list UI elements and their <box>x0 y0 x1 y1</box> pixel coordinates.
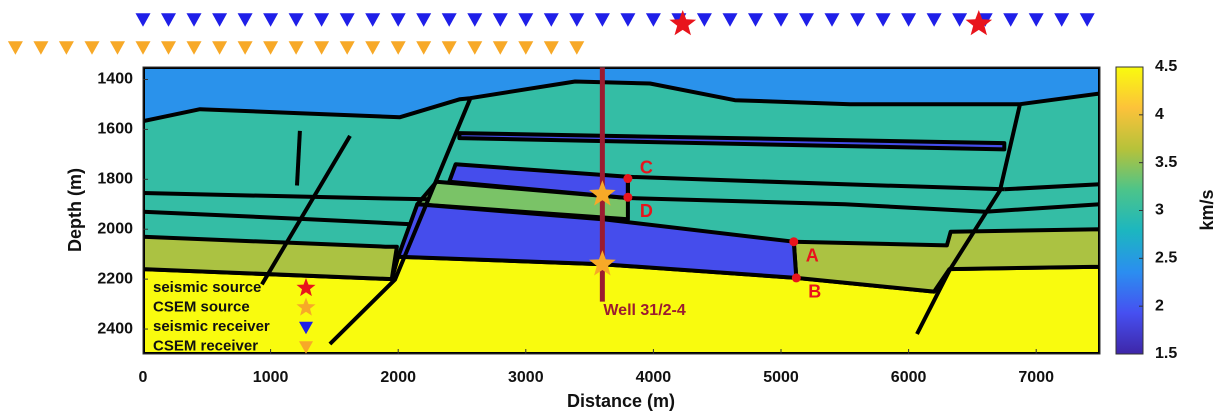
seismic-receiver <box>876 13 891 26</box>
seismic-receiver <box>289 13 304 26</box>
seismic-receiver <box>1080 13 1095 26</box>
seismic-receiver <box>340 13 355 26</box>
seismic-receiver <box>901 13 916 26</box>
seismic-receiver <box>799 13 814 26</box>
csem-receiver <box>8 41 23 55</box>
legend-label: CSEM receiver <box>153 337 258 354</box>
seismic-receiver <box>187 13 202 26</box>
seismic-receiver <box>1054 13 1069 26</box>
point-marker <box>792 273 801 282</box>
csem-receiver <box>442 41 457 55</box>
seismic-receiver <box>391 13 406 26</box>
seismic-receiver <box>442 13 457 26</box>
csem-receiver <box>238 41 253 55</box>
csem-receiver <box>136 41 151 55</box>
seismic-receiver <box>212 13 227 26</box>
legend-label: seismic receiver <box>153 318 270 335</box>
legend-label: CSEM source <box>153 298 250 315</box>
seismic-receiver <box>1029 13 1044 26</box>
seismic-receiver <box>595 13 610 26</box>
csem-receiver <box>314 41 329 55</box>
x-tick-label: 0 <box>139 369 148 386</box>
seismic-receiver <box>136 13 151 26</box>
csem-receiver <box>544 41 559 55</box>
x-axis-label: Distance (m) <box>567 391 675 411</box>
seismic-receiver <box>748 13 763 26</box>
colorbar-tick-label: 4.5 <box>1155 58 1177 75</box>
y-tick-label: 2200 <box>97 270 133 287</box>
seismic-receiver <box>569 13 584 26</box>
y-tick-label: 2400 <box>97 320 133 337</box>
seismic-receiver <box>927 13 942 26</box>
csem-receiver <box>187 41 202 55</box>
colorbar-tick-label: 2.5 <box>1155 250 1177 267</box>
seismic-receiver <box>774 13 789 26</box>
csem-receiver <box>391 41 406 55</box>
seismic-receiver <box>518 13 533 26</box>
colorbar-tick-label: 2 <box>1155 297 1164 314</box>
seismic-receiver <box>416 13 431 26</box>
csem-receiver <box>59 41 74 55</box>
seismic-receiver <box>263 13 278 26</box>
colorbar-tick-label: 1.5 <box>1155 345 1177 362</box>
seismic-receiver <box>825 13 840 26</box>
csem-receiver <box>110 41 125 55</box>
y-axis-label: Depth (m) <box>65 168 85 252</box>
csem-receiver <box>33 41 48 55</box>
x-tick-label: 2000 <box>380 369 416 386</box>
x-tick-label: 5000 <box>763 369 799 386</box>
point-label: D <box>640 201 653 221</box>
x-tick-label: 3000 <box>508 369 544 386</box>
seismic-receiver <box>161 13 176 26</box>
legend-label: seismic source <box>153 279 261 296</box>
point-marker <box>623 193 632 202</box>
point-label: A <box>806 245 819 265</box>
point-label: B <box>808 282 821 302</box>
seismic-receiver <box>467 13 482 26</box>
csem-receiver <box>85 41 100 55</box>
colorbar-tick-label: 3.5 <box>1155 154 1177 171</box>
seismic-receiver <box>314 13 329 26</box>
y-tick-label: 2000 <box>97 220 133 237</box>
x-tick-label: 6000 <box>891 369 927 386</box>
colorbar <box>1116 67 1143 354</box>
y-tick-label: 1800 <box>97 171 133 188</box>
y-tick-label: 1600 <box>97 121 133 138</box>
csem-receiver <box>569 41 584 55</box>
colorbar-tick-label: 3 <box>1155 202 1164 219</box>
seismic-receiver <box>697 13 712 26</box>
point-marker <box>789 237 798 246</box>
seismic-receiver <box>646 13 661 26</box>
csem-receiver <box>263 41 278 55</box>
page: Distance (m) Depth (m) km/s Well 31/2-4 A… <box>0 0 1226 413</box>
seismic-receiver <box>365 13 380 26</box>
csem-receiver <box>161 41 176 55</box>
csem-receiver <box>212 41 227 55</box>
csem-receiver <box>518 41 533 55</box>
seismic-receiver <box>1003 13 1018 26</box>
seismic-receiver <box>850 13 865 26</box>
well-label: Well 31/2-4 <box>603 302 686 319</box>
csem-receiver <box>340 41 355 55</box>
x-tick-label: 1000 <box>253 369 289 386</box>
colorbar-label: km/s <box>1197 189 1217 230</box>
seismic-receiver <box>493 13 508 26</box>
figure: Distance (m) Depth (m) km/s Well 31/2-4 A… <box>0 0 1226 413</box>
x-tick-label: 4000 <box>636 369 672 386</box>
csem-receiver <box>416 41 431 55</box>
csem-receiver <box>467 41 482 55</box>
seismic-receiver <box>723 13 738 26</box>
colorbar-tick-label: 4 <box>1155 106 1164 123</box>
point-marker <box>623 174 632 183</box>
seismic-receiver <box>620 13 635 26</box>
csem-receiver <box>365 41 380 55</box>
seismic-receiver <box>238 13 253 26</box>
x-tick-label: 7000 <box>1018 369 1054 386</box>
point-label: C <box>640 157 653 177</box>
seismic-receiver <box>544 13 559 26</box>
csem-receiver <box>493 41 508 55</box>
csem-receiver <box>289 41 304 55</box>
y-tick-label: 1400 <box>97 71 133 88</box>
seismic-receiver <box>952 13 967 26</box>
